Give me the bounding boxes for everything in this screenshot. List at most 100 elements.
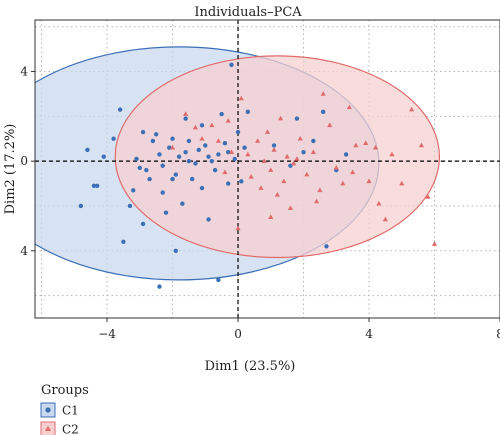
data-point-c2 [363, 140, 369, 146]
data-point-c2 [271, 147, 277, 152]
data-point-c1 [193, 161, 198, 166]
legend-label-c1: C1 [62, 404, 79, 418]
data-point-c1 [183, 116, 188, 121]
data-point-c1 [206, 154, 211, 159]
data-point-c2 [291, 160, 297, 166]
data-point-c1 [235, 129, 241, 135]
data-point-c1 [294, 116, 300, 121]
data-point-c1 [160, 163, 165, 168]
data-point-c1 [219, 111, 224, 117]
data-point-c2 [376, 200, 382, 206]
data-point-c2 [222, 169, 228, 175]
data-point-c1 [147, 176, 152, 182]
x-axis-title: Dim1 (23.5%) [205, 359, 296, 374]
data-point-c2 [284, 153, 290, 159]
data-point-c2 [304, 171, 310, 177]
data-point-c1 [101, 154, 106, 159]
data-point-c2 [215, 138, 221, 143]
confidence-ellipses [35, 46, 441, 281]
data-point-c2 [235, 225, 241, 231]
data-point-c2 [297, 135, 303, 141]
data-point-c1 [226, 181, 231, 186]
data-point-c2 [425, 194, 431, 199]
data-points [78, 62, 438, 289]
data-point-c2 [192, 124, 199, 130]
data-point-c2 [248, 174, 254, 179]
y-tick-label: 4 [20, 244, 28, 258]
data-point-c2 [346, 104, 352, 110]
data-point-c1 [212, 167, 218, 173]
data-point-c1 [320, 109, 326, 115]
data-point-c2 [399, 180, 405, 186]
data-point-c1 [134, 156, 139, 162]
data-point-c1 [140, 129, 146, 135]
data-point-c2 [281, 178, 287, 184]
data-point-c1 [206, 217, 211, 222]
data-point-c1 [199, 123, 205, 128]
data-point-c2 [274, 191, 280, 197]
data-point-c2 [183, 111, 189, 116]
data-point-c1 [78, 203, 84, 209]
chart-title: Individuals–PCA [194, 5, 302, 20]
data-point-c1 [157, 284, 162, 289]
data-point-c2 [310, 149, 316, 154]
data-point-c1 [343, 152, 349, 157]
legend-title: Groups [41, 383, 89, 398]
data-point-c2 [333, 165, 339, 170]
data-point-c2 [199, 135, 205, 141]
data-point-c2 [408, 106, 415, 112]
data-point-c1 [121, 239, 126, 245]
data-point-c2 [366, 178, 372, 184]
data-point-c2 [245, 151, 251, 157]
data-point-c1 [111, 136, 116, 141]
data-point-c2 [277, 115, 284, 121]
data-point-c2 [294, 156, 300, 161]
data-point-c1 [140, 221, 146, 227]
data-point-c2 [317, 187, 323, 193]
data-point-c1 [91, 183, 97, 189]
data-point-c1 [301, 149, 306, 155]
data-point-c1 [203, 143, 208, 148]
data-point-c1 [199, 185, 205, 191]
data-point-c1 [173, 172, 179, 177]
data-point-c1 [189, 176, 195, 182]
data-point-c1 [311, 138, 316, 144]
data-point-c1 [150, 138, 156, 144]
data-point-c2 [255, 138, 261, 143]
data-point-c1 [186, 138, 192, 144]
y-tick-label: 4 [20, 65, 28, 79]
y-tick-label: 0 [20, 154, 28, 168]
data-point-c1 [144, 167, 149, 173]
data-point-c1 [186, 158, 192, 164]
data-point-c1 [216, 277, 221, 283]
data-point-c2 [261, 158, 267, 163]
data-point-c1 [85, 147, 90, 153]
reference-lines [35, 20, 500, 318]
data-point-c2 [327, 122, 333, 128]
data-point-c2 [228, 149, 235, 154]
data-point-c2 [209, 122, 215, 128]
data-point-c2 [320, 91, 326, 96]
data-point-c1 [239, 179, 244, 184]
data-point-c2 [169, 144, 176, 150]
data-point-c2 [268, 214, 274, 219]
data-point-c1 [229, 62, 234, 68]
data-point-c2 [353, 142, 359, 148]
legend-marker-c1 [45, 407, 51, 413]
data-point-c1 [232, 156, 237, 162]
data-point-c1 [242, 145, 247, 150]
data-point-c1 [137, 165, 142, 171]
data-point-c1 [153, 132, 159, 137]
x-tick-label: 4 [365, 327, 373, 341]
data-point-c2 [389, 151, 395, 157]
data-point-c2 [238, 95, 244, 101]
data-point-c1 [173, 248, 179, 253]
plot-frame [34, 19, 500, 319]
x-tick-label: 8 [496, 327, 500, 341]
data-point-c2 [418, 142, 425, 148]
data-point-c1 [324, 244, 329, 249]
data-point-c2 [372, 144, 379, 150]
data-point-c1 [157, 152, 162, 157]
